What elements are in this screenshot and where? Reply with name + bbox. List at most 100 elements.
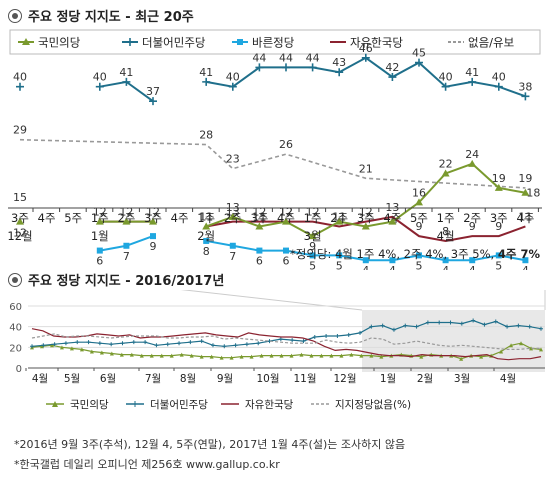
data-point bbox=[41, 343, 46, 348]
data-point bbox=[349, 352, 354, 357]
x-tick-label: 8월 bbox=[180, 373, 196, 385]
data-point bbox=[527, 324, 532, 329]
data-point bbox=[278, 337, 283, 342]
data-label: 43 bbox=[332, 56, 346, 69]
data-point bbox=[521, 188, 530, 196]
x-tick-label: 4주 bbox=[383, 211, 401, 225]
data-point bbox=[469, 257, 476, 264]
legend-item: 자유한국당 bbox=[330, 36, 403, 50]
x-tick-label: 1월 bbox=[380, 373, 396, 385]
data-label: 9 bbox=[309, 240, 316, 253]
data-point bbox=[505, 324, 510, 329]
data-point bbox=[441, 169, 450, 177]
data-point bbox=[233, 343, 238, 348]
data-point bbox=[336, 252, 343, 259]
legend-item: 국민의당 bbox=[18, 36, 81, 50]
legend-item: 지지정당없음(%) bbox=[311, 398, 411, 411]
data-point bbox=[169, 353, 174, 358]
data-point bbox=[165, 342, 170, 347]
x-tick-label: 1주 bbox=[91, 211, 109, 225]
x-tick-label: 3주 bbox=[490, 211, 508, 225]
series-line bbox=[31, 319, 542, 347]
legend-item: 바른정당 bbox=[232, 36, 295, 50]
data-point bbox=[143, 340, 148, 345]
data-point bbox=[289, 353, 294, 358]
data-label: 40 bbox=[492, 71, 506, 84]
y-tick-label: 20 bbox=[9, 343, 22, 354]
legend-label: 자유한국당 bbox=[245, 399, 294, 411]
data-point bbox=[131, 340, 136, 345]
data-point bbox=[309, 252, 316, 259]
data-point bbox=[256, 341, 261, 346]
data-label: 7 bbox=[229, 250, 236, 263]
data-point bbox=[222, 344, 227, 349]
series-line bbox=[31, 333, 541, 351]
data-point bbox=[335, 333, 340, 338]
data-point bbox=[244, 342, 249, 347]
data-point bbox=[521, 92, 530, 101]
data-label: 26 bbox=[279, 138, 293, 151]
x-tick-label: 2주 bbox=[330, 211, 348, 225]
data-point bbox=[249, 354, 254, 359]
data-point bbox=[79, 347, 84, 352]
data-point bbox=[149, 353, 154, 358]
data-point bbox=[177, 341, 182, 346]
data-point bbox=[468, 77, 477, 86]
y-tick-label: 60 bbox=[9, 302, 22, 313]
data-point bbox=[416, 252, 422, 259]
data-point bbox=[120, 341, 125, 346]
data-point bbox=[69, 346, 74, 351]
x-tick-label: 5주 bbox=[64, 211, 82, 225]
data-point bbox=[319, 353, 324, 358]
x-tick-label: 5주 bbox=[410, 211, 428, 225]
data-point bbox=[468, 159, 477, 167]
data-point bbox=[441, 82, 450, 91]
note-bold: 4주 7% bbox=[498, 247, 541, 261]
legend-label: 지지정당없음(%) bbox=[335, 398, 411, 411]
data-label: 12 bbox=[279, 206, 293, 219]
legend-label: 국민의당 bbox=[70, 399, 109, 411]
data-point bbox=[283, 247, 289, 254]
footnote-source: *한국갤럽 데일리 오피니언 제256호 www.gallup.co.kr bbox=[14, 458, 280, 471]
data-point bbox=[403, 323, 408, 328]
data-point bbox=[75, 340, 80, 345]
data-point bbox=[437, 320, 442, 325]
data-label: 4 bbox=[469, 264, 476, 270]
data-label: 23 bbox=[226, 153, 240, 166]
data-point bbox=[380, 323, 385, 328]
x-tick-label: 9월 bbox=[217, 373, 233, 385]
data-label: 44 bbox=[279, 51, 293, 64]
bottom-chart: 0 20 40 60 4월 5월 6월 7월 8월 9월 10월 11월 12월 1월 2월 3월 4월국민의당… bbox=[9, 290, 546, 411]
data-point bbox=[494, 183, 503, 191]
data-point bbox=[95, 82, 104, 91]
data-label: 46 bbox=[359, 42, 373, 55]
data-label: 29 bbox=[13, 124, 27, 137]
data-point bbox=[202, 222, 211, 230]
x-tick-label: 7월 bbox=[145, 373, 161, 385]
top-chart-title: 주요 정당 지지도 - 최근 20주 bbox=[8, 6, 194, 25]
data-label: 40 bbox=[226, 71, 240, 84]
x-tick-label: 3월 bbox=[454, 373, 470, 385]
x-tick-label: 4월 bbox=[500, 373, 516, 385]
data-point bbox=[89, 349, 94, 354]
note-text: *정의당: 4월 1주 4%, 2주 4%, 3주 5%, bbox=[290, 247, 498, 261]
data-point bbox=[290, 338, 295, 343]
data-point bbox=[52, 342, 57, 347]
x-tick-label: 2주 bbox=[463, 211, 481, 225]
x-tick-label: 10월 bbox=[256, 373, 279, 385]
data-label: 9 bbox=[495, 220, 502, 233]
data-point bbox=[309, 353, 314, 358]
data-point bbox=[210, 343, 215, 348]
plus-marker-icon bbox=[132, 401, 138, 407]
data-label: 41 bbox=[199, 66, 213, 79]
data-point bbox=[335, 68, 344, 77]
bottom-chart-title: 주요 정당 지지도 - 2016/2017년 bbox=[8, 270, 224, 289]
data-label: 21 bbox=[359, 162, 373, 175]
data-point bbox=[379, 354, 384, 359]
data-point bbox=[369, 353, 374, 358]
data-point bbox=[228, 212, 237, 220]
data-point bbox=[312, 335, 317, 339]
data-label: 7 bbox=[123, 250, 130, 263]
data-point bbox=[519, 341, 524, 346]
month-label: 3월 bbox=[304, 229, 322, 243]
